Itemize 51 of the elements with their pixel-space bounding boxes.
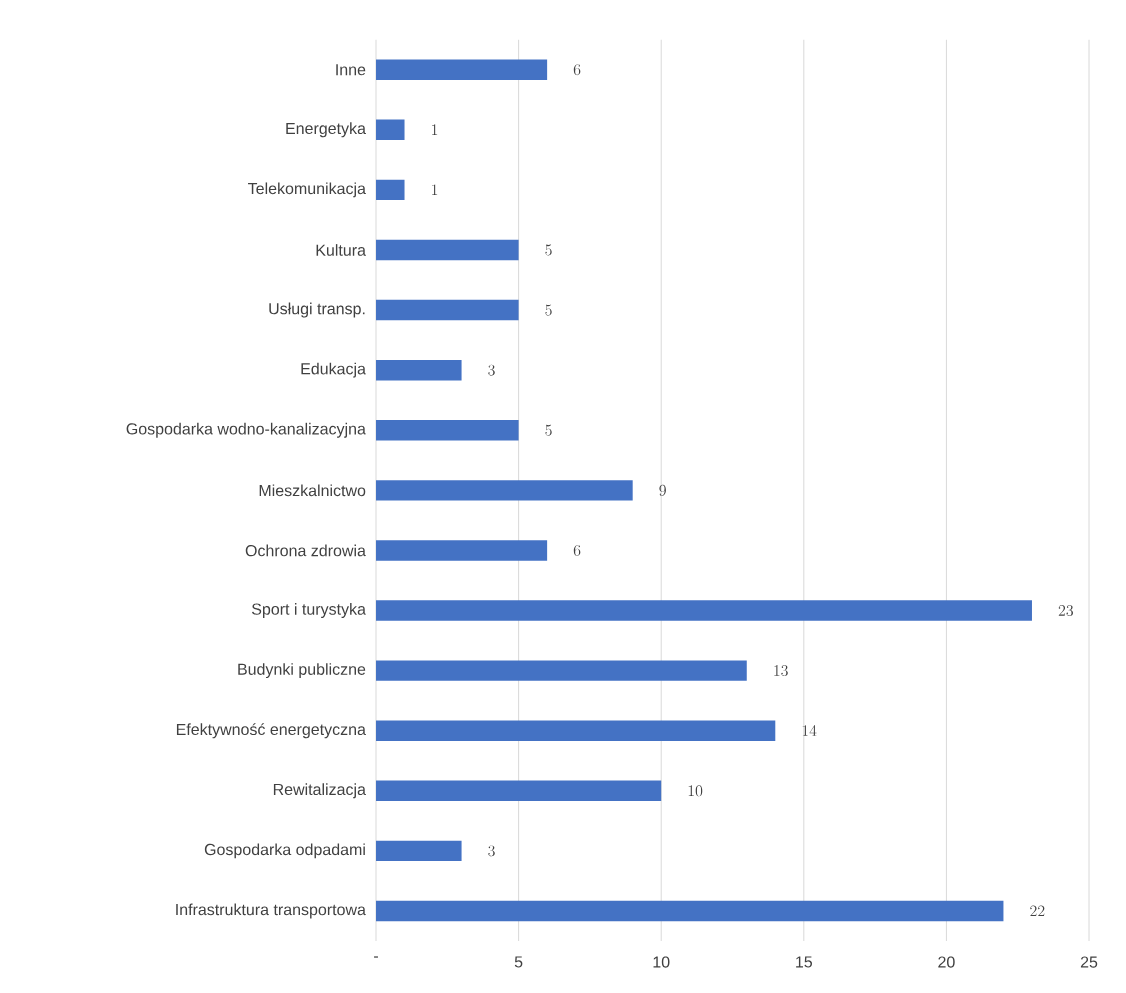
bar bbox=[376, 179, 405, 201]
data-label: 5 bbox=[545, 244, 552, 256]
bar bbox=[376, 359, 462, 381]
data-label: 9 bbox=[659, 484, 666, 496]
data-label: 14 bbox=[802, 725, 817, 736]
y-tick-label: Gospodarka wodno-kanalizacyjna bbox=[126, 422, 366, 438]
bar bbox=[376, 600, 1032, 621]
x-tick-label: 5 bbox=[514, 956, 523, 968]
x-tick-label: 25 bbox=[1080, 956, 1098, 968]
bar bbox=[376, 840, 462, 862]
data-label: 10 bbox=[688, 785, 703, 797]
bar bbox=[376, 900, 1004, 922]
data-label: 3 bbox=[488, 364, 495, 376]
y-tick-label: Gospodarka odpadami bbox=[204, 843, 365, 859]
bar bbox=[376, 299, 519, 321]
x-tick-label: - bbox=[374, 956, 378, 958]
data-label: 1 bbox=[432, 184, 438, 196]
data-label: 5 bbox=[545, 424, 552, 436]
x-tick-label: 15 bbox=[796, 956, 813, 968]
bar bbox=[376, 239, 519, 261]
data-label: 13 bbox=[774, 665, 788, 677]
y-tick-label: Budynki publiczne bbox=[238, 663, 366, 679]
bar bbox=[376, 420, 519, 441]
bar bbox=[376, 720, 776, 741]
y-tick-label: Edukacja bbox=[301, 362, 366, 378]
y-tick-label: Ochrona zdrowia bbox=[245, 544, 366, 557]
y-tick-label: Energetyka bbox=[286, 122, 366, 138]
x-tick-label: 10 bbox=[653, 956, 670, 968]
data-label: 6 bbox=[573, 544, 581, 556]
y-tick-label: Inne bbox=[336, 64, 366, 76]
y-tick-label: Sport i turystyka bbox=[251, 603, 366, 618]
y-tick-label: Mieszkalnictwo bbox=[259, 484, 366, 497]
data-label: 3 bbox=[488, 845, 495, 857]
bar bbox=[376, 540, 548, 561]
data-label: 6 bbox=[573, 64, 581, 76]
bar bbox=[376, 119, 405, 141]
bar bbox=[376, 59, 548, 80]
data-label: 23 bbox=[1058, 605, 1074, 617]
data-label: 22 bbox=[1030, 905, 1045, 917]
y-tick-label: Telekomunikacja bbox=[248, 182, 366, 198]
x-tick-label: 20 bbox=[938, 956, 955, 968]
y-tick-label: Infrastruktura transportowa bbox=[176, 903, 366, 919]
y-tick-label: Rewitalizacja bbox=[273, 783, 366, 799]
data-label: 1 bbox=[432, 124, 438, 135]
y-tick-label: Kultura bbox=[316, 244, 366, 256]
bar bbox=[376, 660, 747, 681]
y-tick-label: Usługi transp. bbox=[269, 302, 365, 318]
bar bbox=[376, 480, 633, 501]
bar bbox=[376, 780, 662, 801]
y-tick-label: Efektywność energetyczna bbox=[176, 723, 366, 739]
data-label: 5 bbox=[545, 304, 552, 316]
